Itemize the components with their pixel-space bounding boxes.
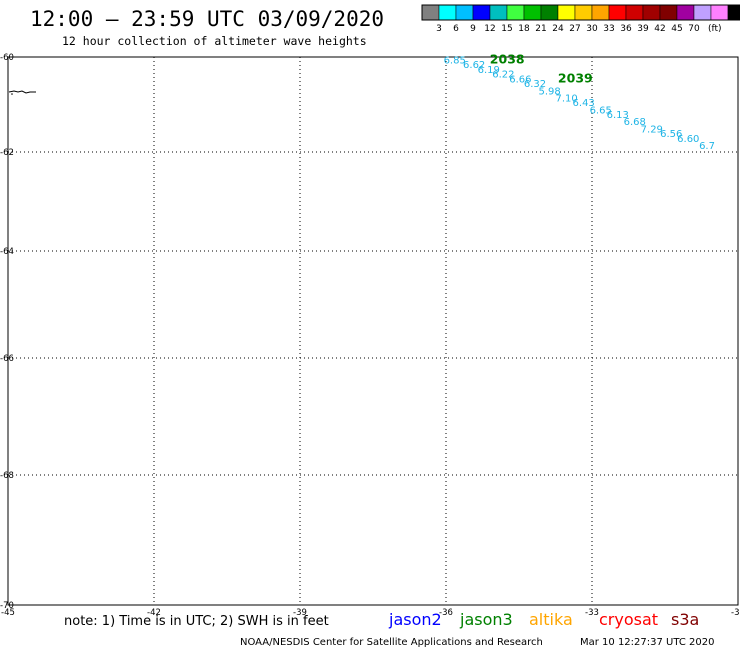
- colorbar-tick-label: 70: [688, 24, 700, 34]
- colorbar-tick-label: 21: [535, 24, 546, 34]
- swh-observation-label: 6.13: [607, 110, 629, 121]
- colorbar-tick-label: 18: [518, 24, 530, 34]
- observation-labels: 6.856.626.196.226.666.325.987.106.436.65…: [444, 55, 715, 152]
- colorbar-swatch: [455, 4, 474, 21]
- page-subtitle: 12 hour collection of altimeter wave hei…: [62, 34, 367, 48]
- colorbar-tick-label: 9: [470, 24, 476, 34]
- colorbar-swatch: [506, 4, 525, 21]
- swh-observation-label: 6.65: [590, 105, 612, 116]
- colorbar-tick-label: 30: [586, 24, 598, 34]
- map-frame: [7, 56, 739, 606]
- colorbar-tick-label: 45: [671, 24, 682, 34]
- track-pass-label: 2039: [558, 70, 593, 85]
- colorbar-swatch: [438, 4, 457, 21]
- swh-observation-label: 6.85: [444, 55, 466, 66]
- colorbar-tick-label: 36: [620, 24, 632, 34]
- lon-tick-label: -36: [439, 608, 453, 618]
- colorbar-unit: (ft): [708, 24, 722, 34]
- swh-observation-label: 6.32: [524, 79, 546, 90]
- colorbar-tick-label: 39: [637, 24, 649, 34]
- lon-tick-label: -30: [731, 608, 740, 618]
- colorbar-swatch: [574, 4, 593, 21]
- colorbar-tick-label: 33: [603, 24, 614, 34]
- swh-observation-label: 7.29: [641, 124, 663, 135]
- track-labels: 2038 2039: [490, 51, 593, 85]
- colorbar-swatch: [540, 4, 559, 21]
- colorbar-swatch: [489, 4, 508, 21]
- swh-observation-label: 6.43: [573, 98, 595, 109]
- satellite-legend-item: cryosat: [599, 610, 658, 629]
- footer-credit: NOAA/NESDIS Center for Satellite Applica…: [240, 637, 543, 648]
- colorbar-tick-label: 42: [654, 24, 665, 34]
- map-plot-area: -45 -42 -39 -36 -33 -30 -60 -62 -64 -66 -68 -70: [0, 53, 740, 618]
- colorbar-tick-label: 27: [569, 24, 580, 34]
- satellite-legend-item: s3a: [671, 610, 699, 629]
- colorbar-swatch: [421, 4, 440, 21]
- colorbar-tick-label: 12: [484, 24, 495, 34]
- colorbar-swatch: [625, 4, 644, 21]
- page-title: 12:00 – 23:59 UTC 03/09/2020: [30, 7, 384, 31]
- coastline-fragment: [8, 90, 36, 95]
- swh-observation-label: 7.10: [556, 93, 578, 104]
- lon-tick-label: -42: [147, 608, 161, 618]
- satellite-legend-item: altika: [529, 610, 573, 629]
- colorbar-swatch: [557, 4, 576, 21]
- swh-observation-label: 6.19: [478, 65, 500, 76]
- lon-tick-label: -33: [585, 608, 599, 618]
- colorbar-tick-label: 15: [501, 24, 512, 34]
- colorbar-swatch: [693, 4, 712, 21]
- colorbar-swatch: [642, 4, 661, 21]
- satellite-legend-item: jason2: [388, 610, 442, 629]
- colorbar-tick-label: 24: [552, 24, 564, 34]
- satellite-legend: jason2 jason3 altika cryosat s3a: [388, 610, 699, 629]
- swh-observation-label: 6.60: [677, 134, 699, 145]
- footer-note: note: 1) Time is in UTC; 2) SWH is in fe…: [64, 614, 329, 629]
- lat-tick-label: -66: [0, 354, 14, 364]
- colorbar-swatch: [472, 4, 491, 21]
- colorbar-swatch: [710, 4, 729, 21]
- colorbar-swatch: [591, 4, 610, 21]
- coastline-path: [8, 90, 36, 94]
- lat-tick-label: -68: [0, 471, 14, 481]
- swh-observation-label: 6.56: [660, 129, 682, 140]
- island-dot: [11, 93, 13, 95]
- colorbar-swatch: [659, 4, 678, 21]
- swh-observation-label: 6.66: [509, 74, 531, 85]
- swh-observation-label: 6.62: [463, 60, 485, 71]
- lat-tick-label: -64: [0, 247, 14, 257]
- satellite-legend-item: jason3: [459, 610, 513, 629]
- colorbar-swatch: [676, 4, 695, 21]
- swh-observation-label: 6.7: [699, 141, 715, 152]
- colorbar-frame: [421, 4, 740, 21]
- colorbar-tick-label: 6: [453, 24, 459, 34]
- swh-observation-label: 6.22: [492, 70, 514, 81]
- swh-observation-label: 5.98: [538, 86, 560, 97]
- colorbar-tick-label: 3: [436, 24, 442, 34]
- colorbar-swatch: [523, 4, 542, 21]
- swh-observation-label: 6.68: [624, 117, 646, 128]
- footer-timestamp: Mar 10 12:27:37 UTC 2020: [580, 637, 715, 648]
- lon-tick-label: -45: [1, 608, 15, 618]
- colorbar-swatch: [727, 4, 740, 21]
- colorbar-swatch: [608, 4, 627, 21]
- lat-tick-label: -62: [0, 148, 14, 158]
- track-pass-label: 2038: [490, 51, 525, 66]
- lon-tick-label: -39: [293, 608, 307, 618]
- colorbar-legend: 3 6 9 12 15 18 21 24 27 30 33 36 39 42 45 70 (ft): [421, 4, 740, 34]
- lat-tick-label: -60: [0, 53, 14, 63]
- lat-tick-label: -70: [0, 601, 14, 611]
